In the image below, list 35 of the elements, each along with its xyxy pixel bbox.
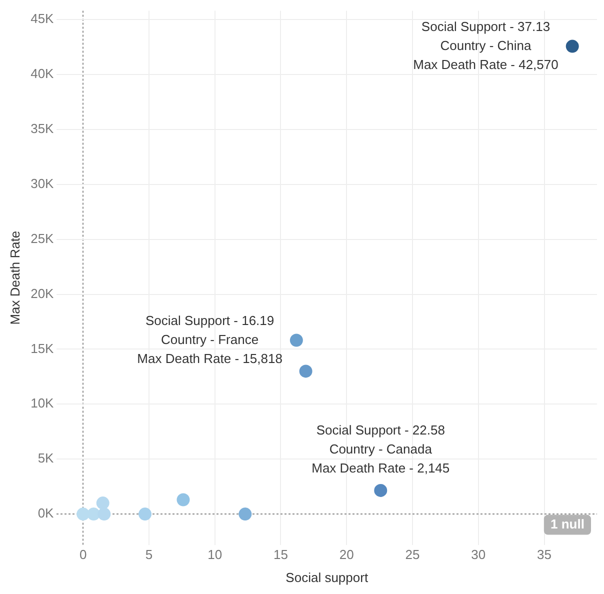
y-tick-label: 30K [30, 176, 54, 191]
y-tick-label: 25K [30, 230, 54, 246]
y-tick-label: 20K [30, 286, 54, 301]
x-tick-label: 15 [274, 547, 288, 562]
y-axis-title: Max Death Rate [7, 230, 22, 325]
x-tick-label: 25 [405, 547, 420, 562]
point [374, 484, 388, 497]
annotation: Social Support - 37.13 Country - China Max Death Rate - 42,570 [413, 18, 558, 72]
y-tick-label: 15K [30, 340, 54, 356]
x-tick-label: 35 [537, 547, 552, 562]
annotation: Social Support - 22.58 Country - Canada Max Death Rate - 2,145 [312, 422, 450, 476]
point [290, 334, 303, 347]
x-tick-label: 20 [339, 547, 354, 562]
annotation: Social Support - 16.19 Country - France Max Death Rate - 15,818 [137, 312, 282, 366]
point [299, 364, 312, 378]
annotation: 1 null [550, 516, 584, 532]
point [138, 508, 152, 521]
point [87, 508, 100, 521]
x-tick-label: 30 [471, 547, 486, 562]
x-tick-label: 10 [208, 547, 222, 562]
point [96, 496, 110, 510]
x-axis-title: Social support [286, 570, 368, 585]
point [566, 40, 579, 53]
y-tick-label: 0K [38, 506, 54, 521]
point [238, 508, 252, 521]
y-tick-label: 40K [30, 66, 54, 82]
point [98, 508, 111, 521]
y-tick-label: 5K [38, 450, 54, 466]
y-tick-label: 45K [30, 11, 54, 26]
x-tick-label: 5 [145, 547, 153, 562]
point [176, 493, 190, 506]
y-tick-label: 35K [30, 121, 54, 136]
x-tick-label: 0 [79, 547, 87, 562]
point [76, 508, 90, 521]
y-tick-label: 10K [30, 396, 54, 411]
